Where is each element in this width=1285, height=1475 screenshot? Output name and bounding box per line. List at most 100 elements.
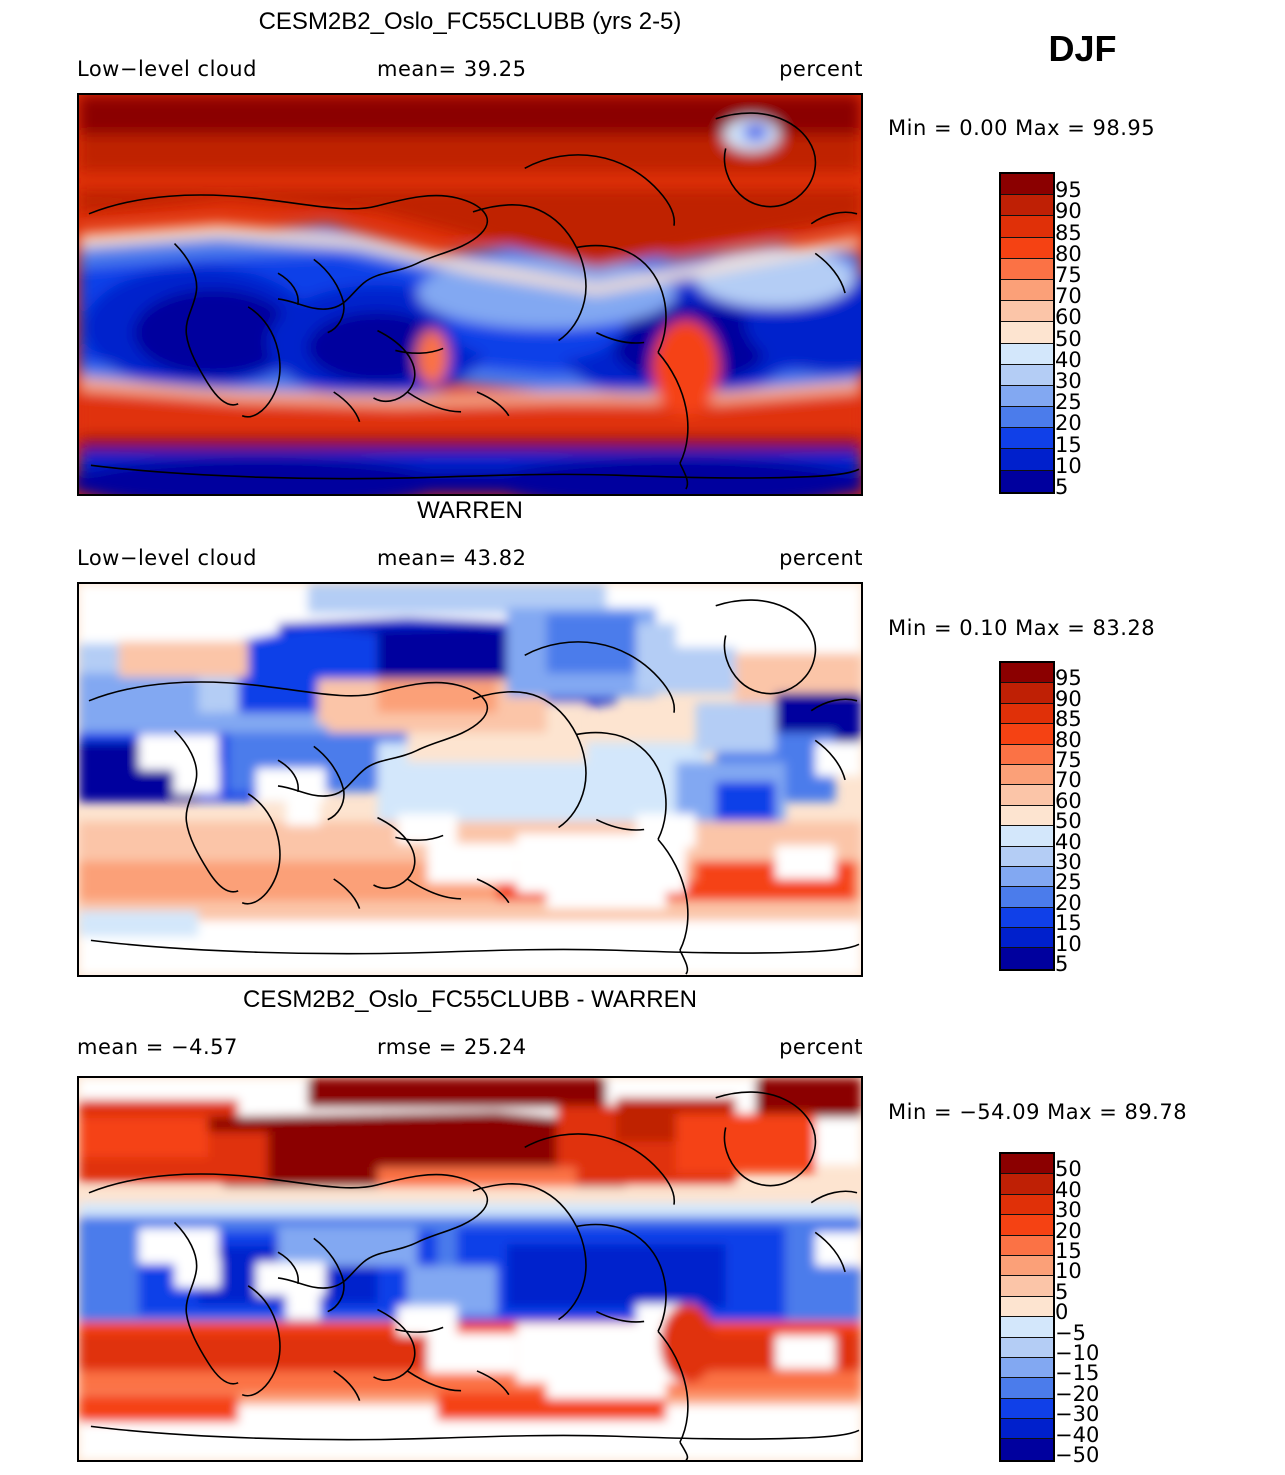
colorbar-model — [999, 172, 1055, 494]
colorbar-tick-label: 10 — [1055, 931, 1082, 956]
colorbar-segment — [1001, 1235, 1053, 1256]
panel-model-map — [77, 93, 863, 496]
colorbar-segment — [1001, 1337, 1053, 1358]
colorbar-tick-label: 25 — [1055, 390, 1082, 415]
colorbar-tick-label: 90 — [1055, 686, 1082, 711]
colorbar-tick-label: −40 — [1055, 1422, 1100, 1447]
colorbar-segment — [1001, 407, 1053, 429]
colorbar-segment — [1001, 449, 1053, 471]
colorbar-tick-label: 10 — [1055, 1259, 1082, 1284]
colorbar-tick-label: 30 — [1055, 369, 1082, 393]
colorbar-segment — [1001, 1276, 1053, 1297]
colorbar-segment — [1001, 948, 1053, 969]
colorbar-segment — [1001, 744, 1053, 765]
panel-obs-mean: mean= 43.82 — [377, 546, 527, 570]
colorbar-segment — [1001, 887, 1053, 908]
colorbar-segment — [1001, 1174, 1053, 1195]
colorbar-tick-label: 20 — [1055, 890, 1082, 915]
colorbar-tick-label: 90 — [1055, 199, 1082, 224]
colorbar-segment — [1001, 846, 1053, 867]
colorbar-tick-label: 40 — [1055, 829, 1082, 854]
panel-diff-map — [77, 1076, 863, 1462]
colorbar-tick-label: 10 — [1055, 453, 1082, 478]
colorbar-tick-label: 80 — [1055, 241, 1082, 266]
panel-obs-field — [79, 584, 861, 975]
colorbar-diff — [999, 1152, 1055, 1462]
panel-diff-minmax: Min = −54.09 Max = 89.78 — [888, 1100, 1188, 1124]
colorbar-tick-label: 60 — [1055, 788, 1082, 813]
colorbar-tick-label: −50 — [1055, 1443, 1100, 1467]
colorbar-tick-label: 70 — [1055, 284, 1082, 309]
panel-model-units: percent — [779, 57, 863, 81]
panel-obs-map — [77, 582, 863, 977]
colorbar-tick-label: 5 — [1055, 1279, 1069, 1304]
coastlines — [88, 1091, 860, 1460]
panel-diff-title: CESM2B2_Oslo_FC55CLUBB - WARREN — [243, 986, 697, 1013]
colorbar-segment — [1001, 1296, 1053, 1318]
colorbar-segment — [1001, 928, 1053, 949]
panel-model-stats: Low−level cloud mean= 39.25 percent — [77, 57, 863, 81]
colorbar-segment — [1001, 195, 1053, 217]
colorbar-tick-label: −30 — [1055, 1402, 1100, 1427]
colorbar-segment — [1001, 470, 1053, 492]
colorbar-tick-label: 30 — [1055, 1198, 1082, 1223]
colorbar-tick-label: 50 — [1055, 326, 1082, 351]
panel-model-field — [79, 95, 861, 494]
panel-obs-title: WARREN — [417, 497, 523, 524]
colorbar-segment — [1001, 1255, 1053, 1277]
colorbar-segment — [1001, 1154, 1053, 1175]
colorbar-tick-label: 80 — [1055, 727, 1082, 752]
colorbar-tick-label: 50 — [1055, 1157, 1082, 1182]
colorbar-obs — [999, 661, 1055, 971]
colorbar-tick-label: 50 — [1055, 809, 1082, 834]
panel-obs-units: percent — [779, 546, 863, 570]
colorbar-segment — [1001, 805, 1053, 827]
colorbar-tick-label: −15 — [1055, 1361, 1100, 1386]
coastlines — [88, 599, 860, 975]
panel-obs-stats: Low−level cloud mean= 43.82 percent — [77, 546, 863, 570]
colorbar-segment — [1001, 279, 1053, 302]
colorbar-tick-label: 75 — [1055, 263, 1082, 287]
colorbar-tick-label: 5 — [1055, 952, 1069, 976]
colorbar-tick-label: −10 — [1055, 1341, 1100, 1365]
colorbar-segment — [1001, 1357, 1053, 1379]
colorbar-segment — [1001, 724, 1053, 745]
colorbar-tick-label: 15 — [1055, 432, 1082, 457]
colorbar-segment — [1001, 1215, 1053, 1236]
colorbar-tick-label: 20 — [1055, 411, 1082, 436]
colorbar-tick-label: 95 — [1055, 666, 1082, 691]
colorbar-segment — [1001, 1194, 1053, 1216]
colorbar-segment — [1001, 1317, 1053, 1338]
colorbar-tick-label: 75 — [1055, 748, 1082, 772]
colorbar-segment — [1001, 258, 1053, 280]
colorbar-segment — [1001, 1439, 1053, 1460]
panel-diff-mean: mean = −4.57 — [77, 1035, 238, 1059]
panel-diff-stats: mean = −4.57 rmse = 25.24 percent — [77, 1035, 863, 1059]
colorbar-tick-label: 40 — [1055, 1177, 1082, 1202]
colorbar-segment — [1001, 343, 1053, 365]
colorbar-segment — [1001, 1398, 1053, 1420]
panel-diff-field — [79, 1078, 861, 1460]
panel-diff-units: percent — [779, 1035, 863, 1059]
colorbar-segment — [1001, 683, 1053, 704]
colorbar-segment — [1001, 237, 1053, 259]
colorbar-segment — [1001, 785, 1053, 806]
colorbar-segment — [1001, 364, 1053, 386]
colorbar-tick-label: 40 — [1055, 347, 1082, 372]
colorbar-segment — [1001, 322, 1053, 344]
panel-model-variable: Low−level cloud — [77, 57, 257, 81]
colorbar-segment — [1001, 385, 1053, 408]
colorbar-segment — [1001, 1378, 1053, 1399]
colorbar-segment — [1001, 907, 1053, 929]
colorbar-segment — [1001, 703, 1053, 725]
colorbar-tick-label: 60 — [1055, 305, 1082, 330]
colorbar-tick-label: 85 — [1055, 707, 1082, 732]
panel-model-minmax: Min = 0.00 Max = 98.95 — [888, 116, 1156, 140]
colorbar-segment — [1001, 866, 1053, 888]
colorbar-segment — [1001, 1419, 1053, 1440]
panel-diff-rmse: rmse = 25.24 — [377, 1035, 527, 1059]
colorbar-segment — [1001, 216, 1053, 238]
panel-model-mean: mean= 39.25 — [377, 57, 527, 81]
colorbar-tick-label: 15 — [1055, 1239, 1082, 1263]
colorbar-tick-label: 25 — [1055, 870, 1082, 895]
